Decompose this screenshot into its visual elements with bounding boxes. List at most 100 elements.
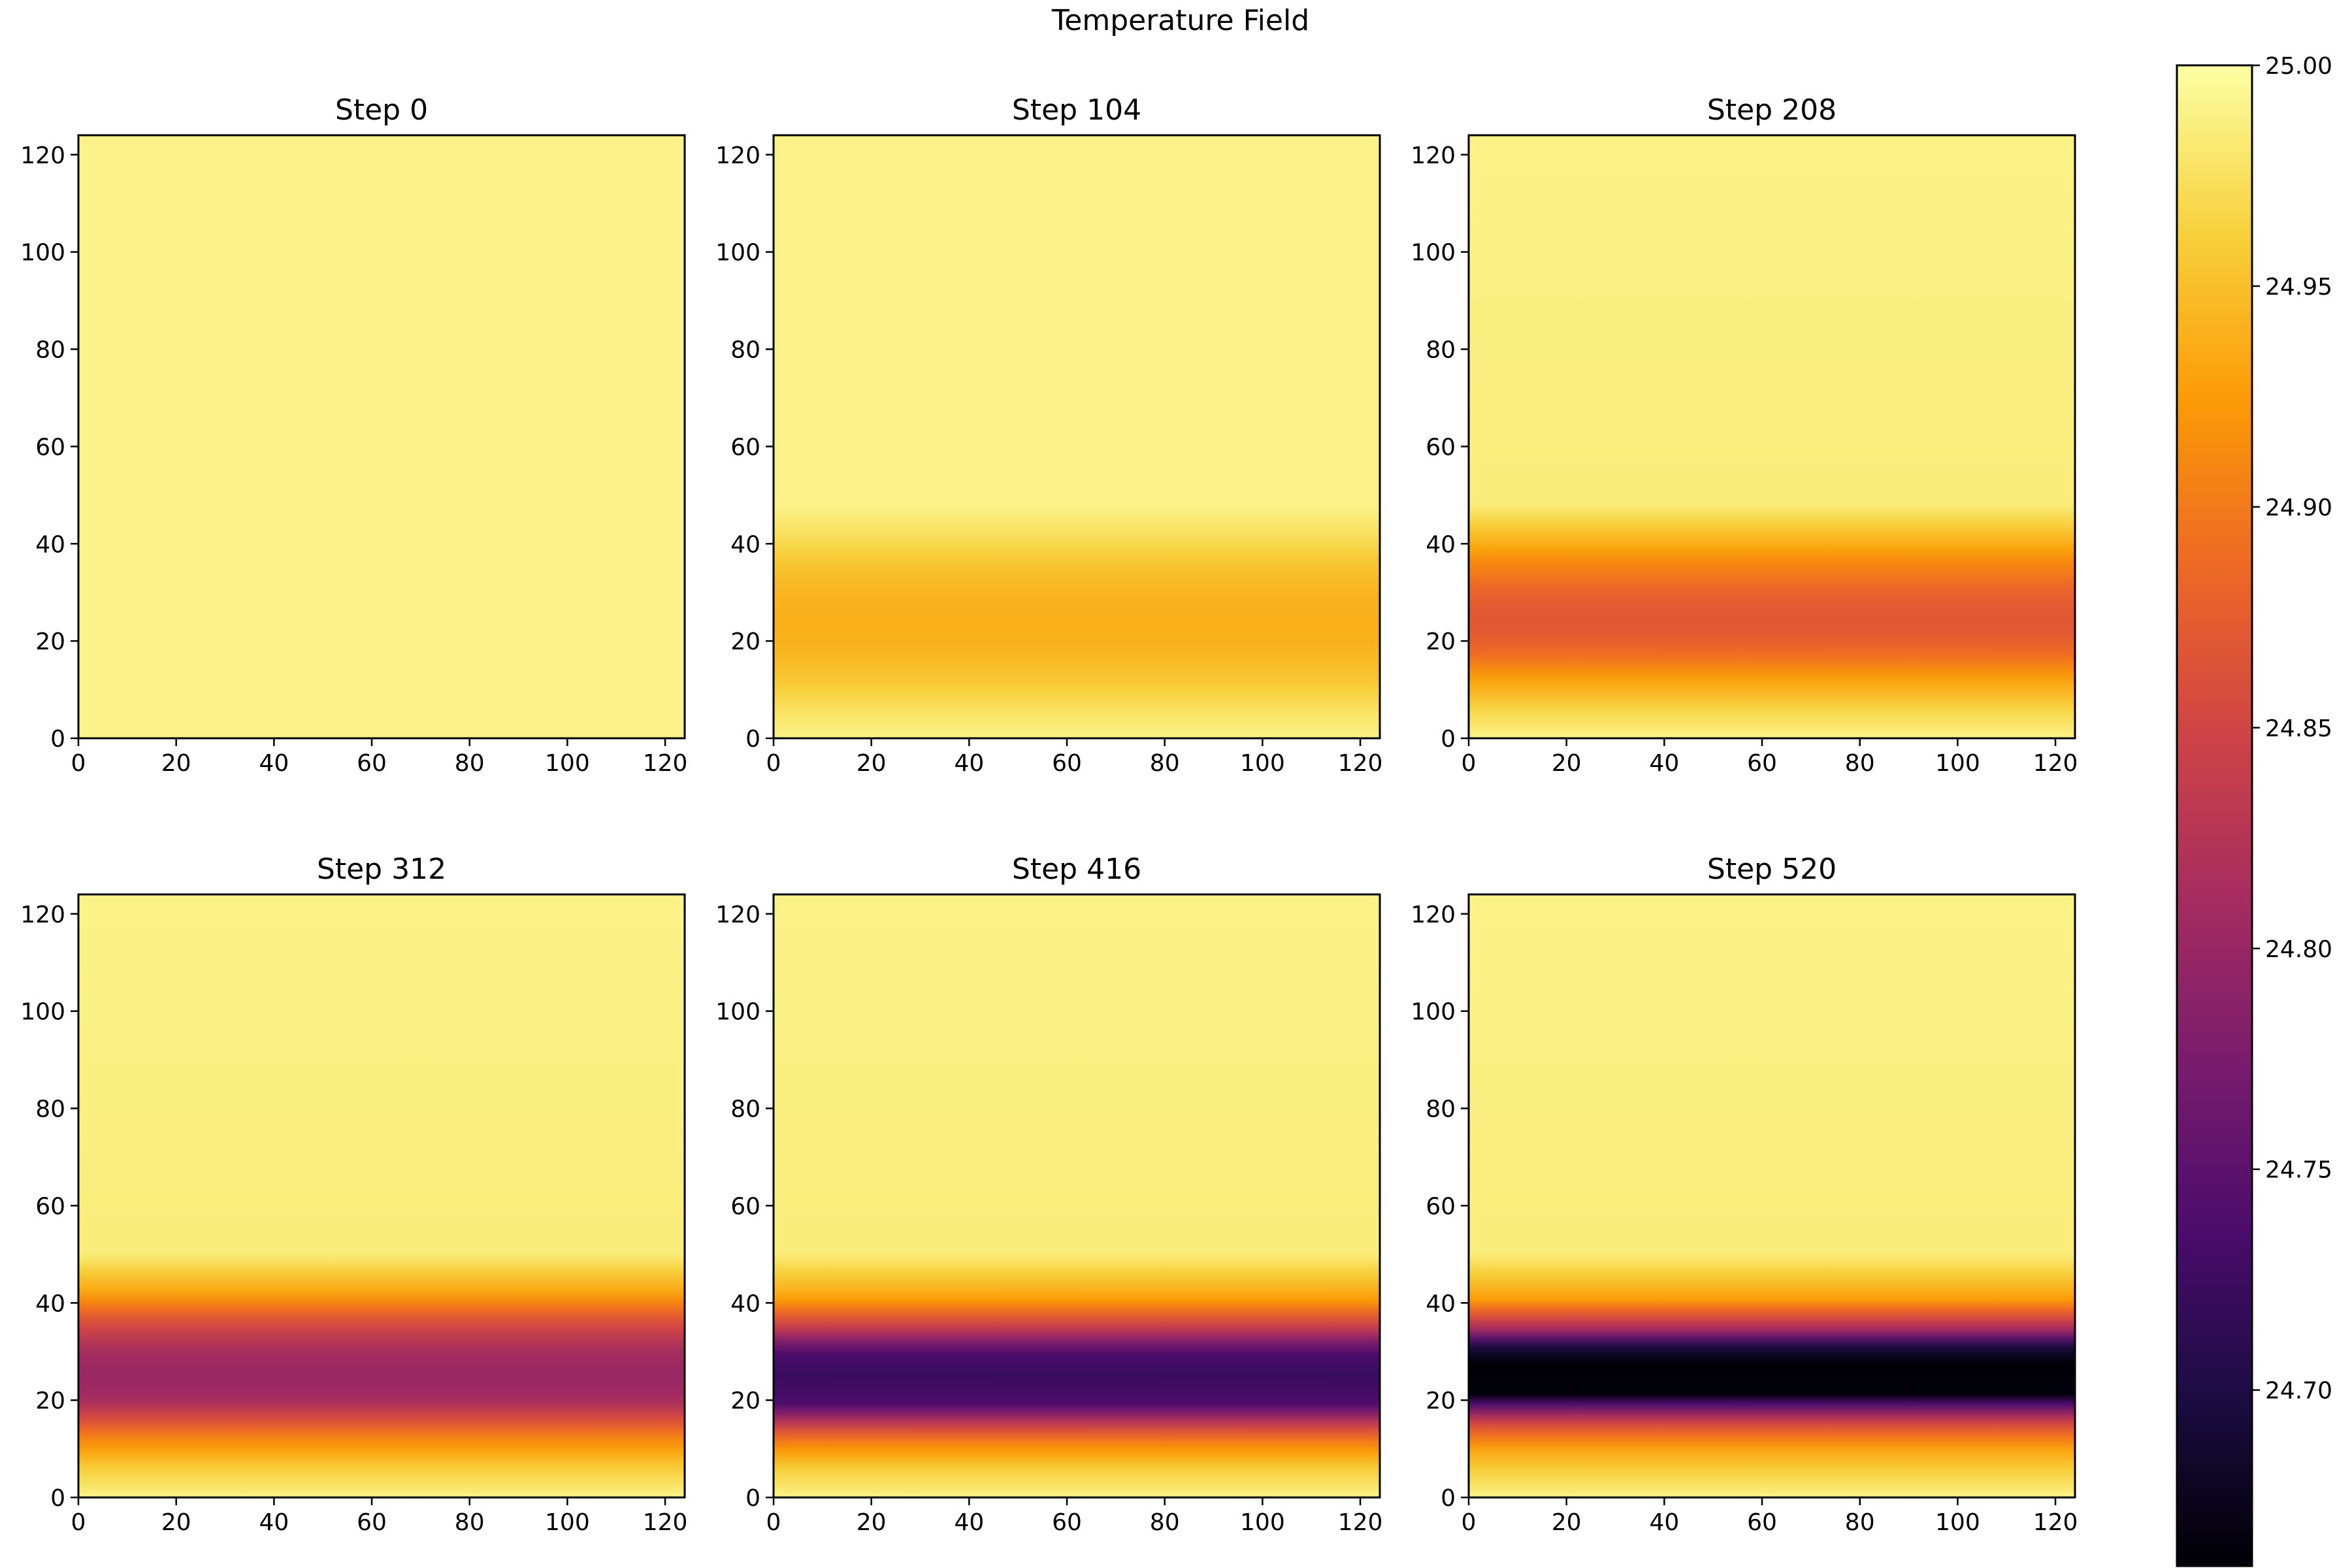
y-tick-label: 120 — [1411, 142, 1456, 169]
colorbar-gradient — [2177, 65, 2252, 1567]
x-tick-label: 80 — [1845, 750, 1875, 777]
y-tick-label: 80 — [35, 1096, 65, 1123]
x-tick-label: 60 — [357, 1509, 387, 1536]
panel-3: Step 208 0 20 40 60 80 100 120 0 20 40 60 80 100 120 — [1411, 93, 2078, 777]
y-tick-label: 0 — [50, 1485, 65, 1512]
y-tick-label: 0 — [50, 726, 65, 753]
x-tick-label: 0 — [71, 1509, 86, 1536]
y-tick-label: 20 — [1426, 629, 1456, 655]
panel-title: Step 416 — [1012, 853, 1141, 886]
y-tick-label: 20 — [1426, 1388, 1456, 1414]
x-tick-label: 20 — [161, 750, 191, 777]
y-tick-label: 40 — [1426, 1290, 1456, 1317]
y-tick-label: 100 — [20, 999, 65, 1026]
y-tick-label: 0 — [745, 1485, 760, 1512]
x-tick-label: 40 — [1649, 750, 1679, 777]
x-tick-label: 100 — [1935, 750, 1980, 777]
plot-frame — [77, 893, 686, 1499]
heatmap-image — [78, 894, 685, 1497]
y-tick-label: 80 — [1426, 1096, 1456, 1123]
x-tick-label: 20 — [857, 1509, 887, 1536]
x-tick-label: 20 — [857, 750, 887, 777]
y-tick-label: 20 — [35, 1388, 65, 1414]
colorbar-tick-label: 24.70 — [2265, 1378, 2332, 1405]
panel-title: Step 520 — [1707, 853, 1837, 886]
x-tick-label: 100 — [1240, 750, 1285, 777]
x-tick-label: 40 — [1649, 1509, 1679, 1536]
panel-5: Step 416 0 20 40 60 80 100 120 0 20 40 60 80 100 120 — [715, 853, 1382, 1536]
x-tick-label: 60 — [1747, 1509, 1777, 1536]
y-tick-label: 80 — [1426, 337, 1456, 364]
panel-grid: Step 00 20 40 60 80 100 120020406080100120Step… — [20, 93, 2078, 1536]
x-tick-label: 20 — [1552, 1509, 1582, 1536]
x-tick-label: 60 — [1052, 1509, 1082, 1536]
y-tick-label: 40 — [730, 531, 760, 558]
y-tick-label: 120 — [20, 902, 65, 928]
y-tick-label: 60 — [35, 1193, 65, 1220]
y-tick-label: 60 — [1426, 1193, 1456, 1220]
x-tick-label: 0 — [71, 750, 86, 777]
x-tick-label: 120 — [2033, 1509, 2078, 1536]
y-tick-label: 80 — [730, 337, 760, 364]
x-tick-label: 0 — [766, 1509, 781, 1536]
heatmap-image — [78, 135, 685, 738]
plot-frame — [77, 134, 686, 740]
y-tick-label: 0 — [1441, 726, 1456, 753]
colorbar-tick-label: 24.80 — [2265, 936, 2332, 963]
y-tick-label: 60 — [1426, 434, 1456, 461]
y-tick-label: 20 — [730, 629, 760, 655]
x-tick-label: 80 — [455, 750, 485, 777]
panel-2: Step 104 0 20 40 60 80 100 120 0 20 40 60 80 100 120 — [715, 93, 1382, 777]
plot-frame — [1467, 134, 2076, 740]
panel-title: Step 104 — [1012, 93, 1141, 127]
y-tick-label: 0 — [745, 726, 760, 753]
y-tick-label: 40 — [35, 531, 65, 558]
x-tick-label: 0 — [1462, 750, 1477, 777]
x-tick-label: 100 — [1935, 1509, 1980, 1536]
panel-title: Step 208 — [1707, 93, 1837, 127]
y-tick-label: 100 — [1411, 240, 1456, 267]
heatmap-image — [1469, 894, 2075, 1497]
colorbar-tick-label: 24.90 — [2265, 495, 2332, 521]
x-tick-label: 0 — [1462, 1509, 1477, 1536]
y-tick-label: 100 — [1411, 999, 1456, 1026]
x-tick-label: 80 — [1845, 1509, 1875, 1536]
x-tick-label: 40 — [259, 750, 289, 777]
colorbar-tick-label: 24.75 — [2265, 1157, 2332, 1184]
heatmap-image — [774, 135, 1380, 738]
y-tick-label: 60 — [730, 434, 760, 461]
y-tick-label: 40 — [730, 1290, 760, 1317]
x-tick-label: 60 — [357, 750, 387, 777]
y-tick-label: 120 — [20, 142, 65, 169]
y-tick-label: 80 — [35, 337, 65, 364]
plot-frame — [1467, 893, 2076, 1499]
y-tick-label: 20 — [730, 1388, 760, 1414]
y-tick-label: 100 — [715, 240, 760, 267]
x-tick-label: 80 — [1150, 1509, 1180, 1536]
y-tick-label: 60 — [35, 434, 65, 461]
x-tick-label: 40 — [954, 1509, 984, 1536]
x-tick-label: 100 — [1240, 1509, 1285, 1536]
panel-6: Step 520 0 20 40 60 80 100 120 0 20 40 60 80 100 120 — [1411, 853, 2078, 1536]
panel-4: Step 312 0 20 40 60 80 100 120 0 20 40 60 80 100 120 — [20, 853, 687, 1536]
colorbar-frame — [2176, 64, 2253, 1567]
colorbar-tick-label: 25.00 — [2265, 53, 2332, 80]
x-tick-label: 120 — [1338, 750, 1383, 777]
x-tick-label: 40 — [259, 1509, 289, 1536]
figure-title: Temperature Field — [1051, 4, 1309, 37]
plot-frame — [772, 134, 1381, 740]
x-tick-label: 120 — [1338, 1509, 1383, 1536]
y-tick-label: 80 — [730, 1096, 760, 1123]
x-tick-label: 100 — [545, 1509, 590, 1536]
panel-title: Step 312 — [317, 853, 446, 886]
x-tick-label: 120 — [2033, 750, 2078, 777]
y-tick-label: 40 — [1426, 531, 1456, 558]
colorbar-tick-label: 24.95 — [2265, 274, 2332, 301]
x-tick-label: 80 — [455, 1509, 485, 1536]
x-tick-label: 20 — [1552, 750, 1582, 777]
y-tick-label: 60 — [730, 1193, 760, 1220]
x-tick-label: 120 — [643, 1509, 688, 1536]
colorbar-tick-label: 24.85 — [2265, 715, 2332, 742]
x-tick-label: 60 — [1747, 750, 1777, 777]
